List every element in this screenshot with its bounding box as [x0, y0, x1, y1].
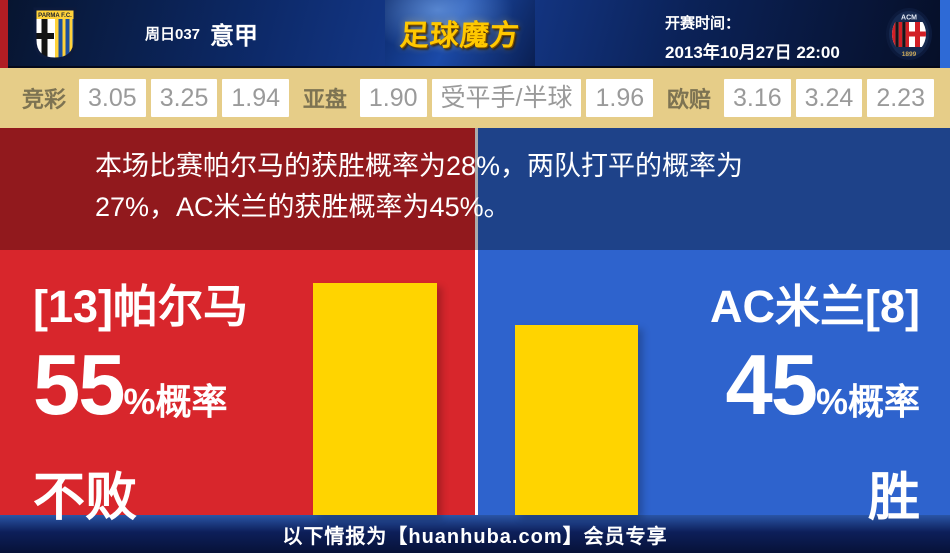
footer-bar: 以下情报为【huanhuba.com】会员专享 — [0, 515, 950, 553]
brand-panel: 足球魔方 — [385, 0, 535, 66]
away-team-name: AC米兰[8] — [710, 281, 920, 332]
odds-bar: 竞彩 3.05 3.25 1.94 亚盘 1.90 受平手/半球 1.96 欧赔… — [0, 68, 950, 128]
milan-crest-year-text: 1899 — [902, 51, 917, 58]
left-red-edge — [0, 0, 8, 68]
ac-milan-crest-icon: ACM 1899 — [886, 8, 932, 60]
odds-value-draw[interactable]: 3.25 — [150, 79, 218, 117]
odds-label-european: 欧赔 — [666, 87, 711, 112]
summary-line-2: 27%，AC米兰的获胜概率为45%。 — [95, 192, 511, 222]
home-percent-line: 55%概率 — [33, 342, 248, 454]
euro-home-odds[interactable]: 3.16 — [723, 79, 791, 117]
odds-value-home-win[interactable]: 3.05 — [79, 79, 146, 117]
away-prediction-block: AC米兰[8] 45%概率 胜 — [710, 280, 920, 528]
odds-value-away-win[interactable]: 1.94 — [222, 79, 290, 117]
kickoff-block: 开赛时间： 2013年10月27日 22:00 — [665, 12, 840, 63]
home-team-name: [13]帕尔马 — [33, 281, 249, 332]
home-outcome: 不败 — [33, 469, 138, 527]
handicap-line[interactable]: 受平手/半球 — [431, 79, 582, 117]
parma-crest-icon: PARMA F.C. — [33, 7, 77, 61]
summary-band — [0, 128, 950, 250]
odds-label-asian-handicap: 亚盘 — [302, 87, 347, 112]
right-blue-edge — [940, 0, 950, 68]
odds-group-european: 欧赔 3.16 3.24 2.23 — [667, 79, 934, 117]
odds-label-jingcai: 竞彩 — [22, 87, 67, 112]
parma-banner-text: PARMA F.C. — [38, 13, 72, 19]
brand-logo[interactable]: 足球魔方 — [398, 20, 521, 52]
home-percent-suffix: %概率 — [123, 381, 228, 422]
handicap-home-odds[interactable]: 1.90 — [359, 79, 427, 117]
away-percent-value: 45 — [725, 338, 818, 433]
odds-group-asian-handicap: 亚盘 1.90 受平手/半球 1.96 — [302, 79, 654, 117]
away-percent-line: 45%概率 — [710, 342, 920, 454]
milan-crest-top-text: ACM — [901, 15, 917, 22]
center-divider — [475, 128, 478, 515]
footer-promo-text: 以下情报为【huanhuba.com】会员专享 — [282, 525, 668, 548]
euro-away-odds[interactable]: 2.23 — [867, 79, 934, 117]
away-outcome: 胜 — [867, 469, 920, 527]
away-percent-suffix: %概率 — [815, 381, 920, 422]
handicap-away-odds[interactable]: 1.96 — [586, 79, 654, 117]
header-body: PARMA F.C. 周日037 意甲 足球魔方 开赛时间： 2013年10月2… — [8, 0, 940, 68]
summary-line-1: 本场比赛帕尔马的获胜概率为28%，两队打平的概率为 — [95, 151, 744, 181]
match-info: 周日037 意甲 — [145, 0, 258, 66]
match-code: 周日037 — [145, 25, 201, 43]
away-probability-bar — [515, 325, 638, 515]
league-name: 意甲 — [210, 22, 259, 50]
home-percent-value: 55 — [33, 338, 126, 433]
euro-draw-odds[interactable]: 3.24 — [795, 79, 863, 117]
prediction-area: 本场比赛帕尔马的获胜概率为28%，两队打平的概率为 27%，AC米兰的获胜概率为… — [0, 128, 950, 527]
kickoff-label: 开赛时间： — [665, 15, 741, 32]
header: PARMA F.C. 周日037 意甲 足球魔方 开赛时间： 2013年10月2… — [0, 0, 950, 68]
home-prediction-block: [13]帕尔马 55%概率 不败 — [33, 280, 248, 528]
odds-group-jingcai: 竞彩 3.05 3.25 1.94 — [22, 79, 290, 117]
summary-text: 本场比赛帕尔马的获胜概率为28%，两队打平的概率为 27%，AC米兰的获胜概率为… — [95, 146, 743, 228]
home-probability-bar — [313, 283, 437, 515]
kickoff-time: 2013年10月27日 22:00 — [665, 43, 840, 62]
